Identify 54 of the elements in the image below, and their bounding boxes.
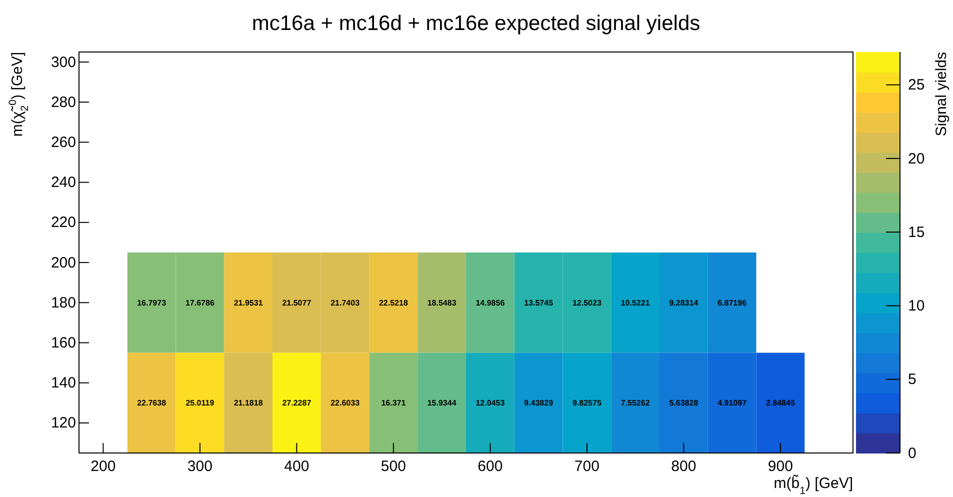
y-tick-label: 160: [50, 334, 76, 352]
color-bar-label: 25: [908, 76, 925, 94]
data-label: 9.28314: [669, 298, 699, 308]
x-tick-label: 900: [768, 458, 793, 475]
y-tick-label: 200: [50, 254, 76, 272]
data-label: 12.0453: [476, 398, 506, 408]
x-tick-label: 800: [671, 458, 696, 475]
data-label: 16.7973: [137, 298, 167, 308]
color-bar-label: 20: [908, 150, 925, 168]
data-label: 16.371: [381, 398, 406, 408]
data-label: 21.5077: [282, 298, 312, 308]
data-label: 13.5745: [524, 298, 554, 308]
data-label: 5.63828: [669, 398, 699, 408]
data-label: 18.5483: [427, 298, 457, 308]
data-label: 22.6033: [330, 398, 360, 408]
data-label: 14.9856: [476, 298, 506, 308]
color-bar-label: 10: [908, 298, 925, 315]
data-label: 6.87196: [718, 298, 748, 308]
color-bar-label: 5: [908, 371, 916, 388]
data-label: 10.5221: [620, 298, 650, 308]
data-label: 7.55262: [620, 398, 650, 408]
data-label: 15.9344: [427, 398, 457, 408]
x-tick-label: 400: [284, 458, 310, 475]
x-tick-label: 200: [90, 458, 116, 475]
data-label: 9.82575: [572, 398, 602, 408]
color-bar-label: 15: [908, 224, 925, 241]
color-bar-label: 0: [908, 444, 916, 462]
data-label: 27.2287: [282, 398, 312, 408]
data-label: 22.5218: [378, 298, 408, 308]
data-label: 4.91097: [718, 398, 748, 408]
y-tick-label: 280: [50, 94, 76, 111]
data-label: 25.0119: [186, 398, 215, 408]
data-label: 9.43829: [524, 398, 554, 408]
y-tick-label: 140: [50, 374, 76, 392]
chart-title: mc16a + mc16d + mc16e expected signal yields: [252, 12, 700, 35]
data-label: 21.9531: [234, 298, 264, 308]
x-tick-label: 500: [380, 458, 406, 475]
y-tick-label: 120: [50, 414, 76, 432]
y-tick-label: 220: [50, 214, 76, 232]
data-label: 21.7403: [330, 298, 360, 308]
y-tick-label: 180: [50, 294, 76, 312]
y-tick-label: 260: [50, 134, 76, 152]
x-tick-label: 600: [478, 458, 503, 475]
x-tick-label: 300: [187, 458, 212, 475]
y-tick-label: 240: [50, 174, 76, 192]
data-label: 12.5023: [572, 298, 602, 308]
color-bar-title: Signal yields: [933, 52, 950, 136]
data-label: 22.7638: [137, 398, 167, 408]
x-tick-label: 700: [574, 458, 600, 475]
x-axis-title: m(b̃$_{1}$) [GeV]: [774, 474, 853, 497]
y-tick-label: 300: [50, 54, 76, 71]
data-label: 2.84845: [766, 398, 796, 408]
data-label: 17.6786: [185, 298, 215, 308]
data-label: 21.1818: [234, 398, 264, 408]
